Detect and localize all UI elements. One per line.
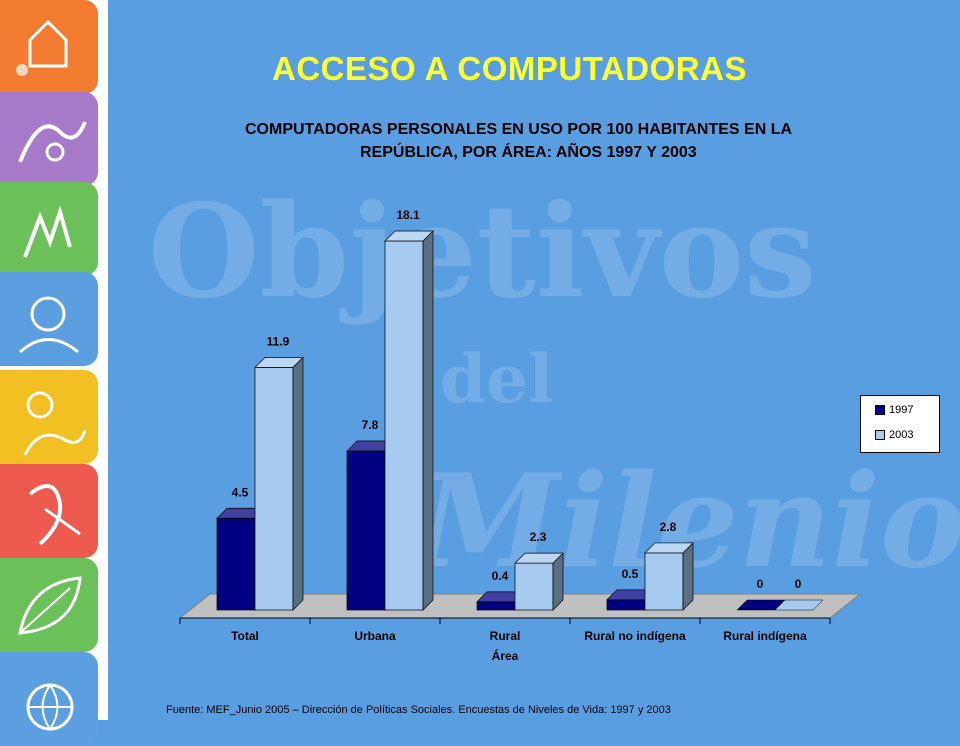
bar-2003 [644,552,684,611]
legend-swatch-1997 [875,405,885,416]
bar-1997 [606,599,646,611]
side-decoration-strip [0,0,108,746]
legend-label-1997: 1997 [889,404,914,416]
data-label-2003: 2.8 [660,520,677,534]
chart-title-line-2: REPÚBLICA, POR ÁREA: AÑOS 1997 Y 2003 [360,144,697,161]
bar-chart: Total 4.5 11.9 Urbana 7.8 18.1 Rural 0.4 2.3 Rura… [178,208,862,663]
legend-item-2003: 2003 [875,429,913,441]
legend-item-1997: 1997 [875,404,913,416]
side-tile [0,464,98,558]
leaf-icon [18,576,82,635]
slide-title: ACCESO A COMPUTADORAS [272,50,747,87]
source-note: Fuente: MEF_Junio 2005 – Dirección de Po… [166,704,671,716]
bar-2003 [774,599,824,611]
bar-side-2003 [422,230,434,611]
data-label-2003: 11.9 [267,334,290,348]
data-label-1997: 0.4 [492,569,509,583]
baby-icon [19,296,79,354]
hands-icon [18,121,87,163]
house-icon [16,19,68,76]
bar-top-2003 [384,230,434,242]
data-label-1997: 7.8 [362,418,379,432]
bar-side-2003 [682,542,694,611]
hand-icon [23,205,72,258]
x-axis-title: Área [492,648,519,663]
data-label-2003: 2.3 [530,530,547,544]
category-label: Total [231,629,259,643]
legend-label-2003: 2003 [889,429,914,441]
data-label-1997: 0.5 [622,567,639,581]
bar-2003 [384,240,424,611]
bar-1997 [216,517,256,611]
bar-top-2003 [644,542,694,554]
side-tile [0,558,98,652]
chart-title-line-1: COMPUTADORAS PERSONALES EN USO POR 100 H… [245,121,793,138]
side-tile [0,370,98,464]
bar-side-2003 [292,356,304,611]
data-label-1997: 0 [757,577,764,591]
legend-swatch-2003 [875,430,885,441]
data-label-2003: 0 [795,577,802,591]
side-tile [0,182,98,276]
bar-top-2003 [254,357,304,368]
bar-2003 [254,367,294,611]
category-label: Rural [490,629,521,643]
side-tile [0,92,98,186]
category-label: Rural indígena [723,629,807,643]
chart-legend: 1997 2003 [860,395,940,453]
bar-top-2003 [514,552,564,564]
mother-icon [23,391,87,456]
bar-1997 [346,450,386,611]
bar-2003 [514,562,554,611]
side-tile [0,0,98,94]
data-label-2003: 18.1 [396,208,420,222]
ribbon-icon [28,484,81,546]
side-tile [0,272,98,366]
bar-1997 [476,601,516,611]
data-label-1997: 4.5 [232,485,249,499]
category-label: Urbana [354,629,396,643]
category-label: Rural no indígena [584,629,686,643]
